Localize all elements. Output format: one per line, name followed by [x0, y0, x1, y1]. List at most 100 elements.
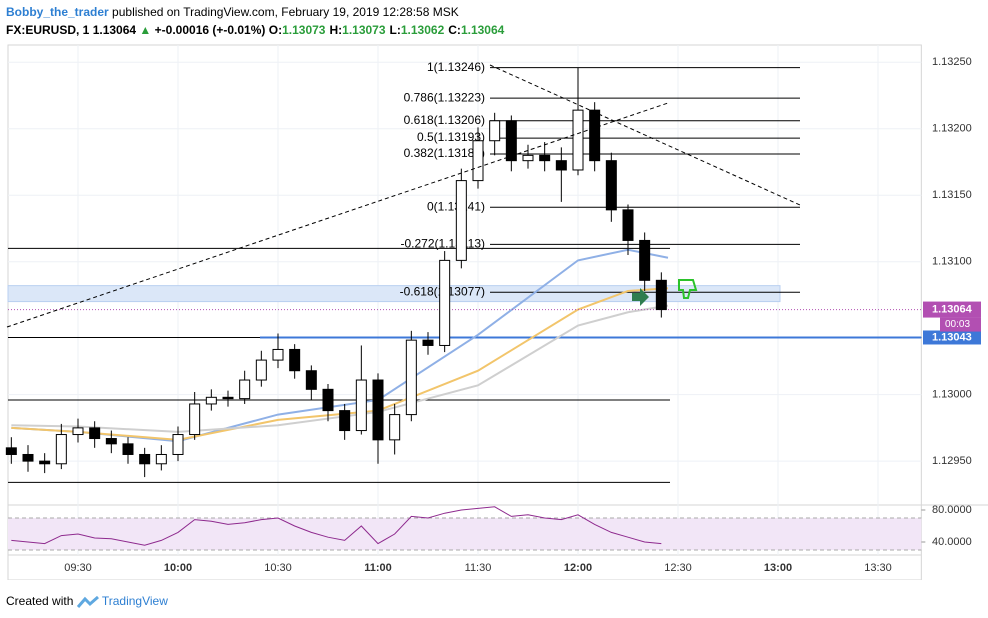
ohlc-label: H:: [329, 23, 343, 37]
ohlc-value: 1.13073: [282, 23, 326, 37]
candle-body: [472, 140, 484, 182]
ohlc-value: 1.13062: [400, 23, 445, 37]
candle-body: [622, 209, 634, 241]
y-tick-label: 1.13250: [932, 56, 972, 68]
candle-body: [339, 410, 351, 432]
ohlc-label: L:: [389, 23, 401, 37]
zone: [7, 285, 781, 303]
fib-label: 1(1.13246): [427, 60, 485, 74]
ohlc-label: C:: [448, 23, 461, 37]
candle-body: [205, 396, 217, 405]
x-tick-label: 13:00: [764, 562, 792, 574]
y-tick-label: 1.13150: [932, 189, 972, 201]
candle-body: [589, 109, 601, 162]
brand[interactable]: TradingView: [101, 594, 168, 608]
x-tick-label: 11:00: [364, 562, 392, 574]
fib-label: 0.382(1.13181): [404, 146, 485, 160]
candle-body: [222, 396, 234, 400]
logo: [76, 595, 99, 608]
rsi-line: [11, 506, 662, 546]
fib-label: 0.786(1.13223): [404, 90, 485, 104]
candle-body: [155, 453, 167, 465]
candle-body: [655, 279, 667, 311]
fib-label: 0.618(1.13206): [404, 113, 485, 127]
candle-body: [55, 434, 67, 465]
candle-body: [372, 379, 384, 441]
candle-body: [439, 259, 451, 346]
created-with: Created with: [6, 594, 74, 608]
candle-body: [489, 120, 501, 142]
ohlc-value: 1.13073: [342, 23, 386, 37]
candle-body: [255, 359, 267, 381]
candle-body: [105, 438, 117, 445]
x-tick-label: 10:30: [264, 562, 292, 574]
candle-body: [189, 403, 201, 436]
x-tick-label: 13:30: [864, 562, 892, 574]
marked-level-box: [923, 330, 981, 345]
countdown-box: [940, 317, 981, 332]
change: +-0.00016 (+-0.01%): [154, 23, 266, 37]
candle-body: [605, 160, 617, 211]
y-tick-label: 1.13100: [932, 256, 972, 268]
x-tick-label: 12:00: [564, 562, 592, 574]
candle-body: [639, 239, 651, 281]
chart: 1.12950 1.13000 1.13100 1.13150 1.13200 1.132…: [5, 44, 988, 580]
countdown: 00:03: [945, 319, 970, 330]
fib-label: 0.5(1.13193): [417, 130, 485, 144]
candle-body: [272, 348, 284, 361]
x-tick-label: 11:30: [465, 562, 492, 574]
x-tick-label: 12:30: [664, 562, 692, 574]
last-price-box: [923, 301, 981, 318]
candle-body: [289, 348, 301, 372]
author[interactable]: Bobby_the_trader: [6, 5, 109, 19]
trend-line: [489, 64, 801, 206]
ohlc: O:1.13073 H:1.13073 L:1.13062 C:1.13064: [269, 23, 509, 37]
candle-body: [72, 427, 84, 436]
arrow-icon: [632, 288, 649, 306]
candle-body: [505, 120, 517, 162]
rsi-tick-label: 80.0000: [932, 504, 972, 516]
candle-body: [422, 339, 434, 346]
candle-body: [389, 414, 401, 441]
symbol-line: FX:EURUSD, 1 1.13064 ▲ +-0.00016 (+-0.01…: [6, 23, 508, 37]
ohlc-value: 1.13064: [460, 23, 505, 37]
candle-body: [555, 160, 567, 171]
trend-line: [6, 102, 669, 328]
candle-body: [305, 370, 317, 390]
symbol: FX:EURUSD, 1: [6, 23, 90, 37]
marked-level-label: 1.13043: [932, 331, 972, 343]
candle-body: [405, 339, 417, 416]
candle-body: [239, 379, 251, 400]
plot-frame: [7, 44, 922, 580]
candle-body: [572, 109, 584, 171]
thumb-icon: [678, 279, 698, 299]
candle-body: [539, 154, 551, 162]
candle-body: [89, 427, 101, 440]
candle-body: [139, 453, 151, 465]
rsi-tick-label: 40.0000: [932, 536, 972, 548]
footer: Created with TradingView: [6, 594, 168, 608]
change-arrow: ▲: [139, 23, 152, 37]
fib-label: -0.272(1.13113): [400, 237, 485, 251]
x-tick-label: 10:00: [164, 562, 192, 574]
candle-body: [172, 434, 184, 455]
rsi-band: [8, 518, 922, 550]
y-tick-label: 1.13000: [932, 389, 972, 401]
y-tick-label: 1.12950: [932, 455, 972, 467]
candle-body: [322, 388, 334, 412]
last-price-label: 1.13064: [932, 303, 973, 315]
candle-body: [5, 447, 17, 455]
y-tick-label: 1.13200: [932, 123, 972, 135]
published: published on TradingView.com, February 1…: [112, 5, 459, 19]
candle-body: [122, 443, 134, 455]
price: 1.13064: [92, 23, 137, 37]
candle-body: [22, 453, 34, 462]
candle-body: [39, 460, 51, 465]
ohlc-label: O:: [268, 23, 283, 37]
candle-body: [455, 180, 467, 261]
candle-body: [355, 379, 367, 432]
candle-body: [522, 154, 534, 162]
x-tick-label: 09:30: [64, 562, 92, 574]
header-line: Bobby_the_trader published on TradingVie…: [6, 5, 459, 19]
